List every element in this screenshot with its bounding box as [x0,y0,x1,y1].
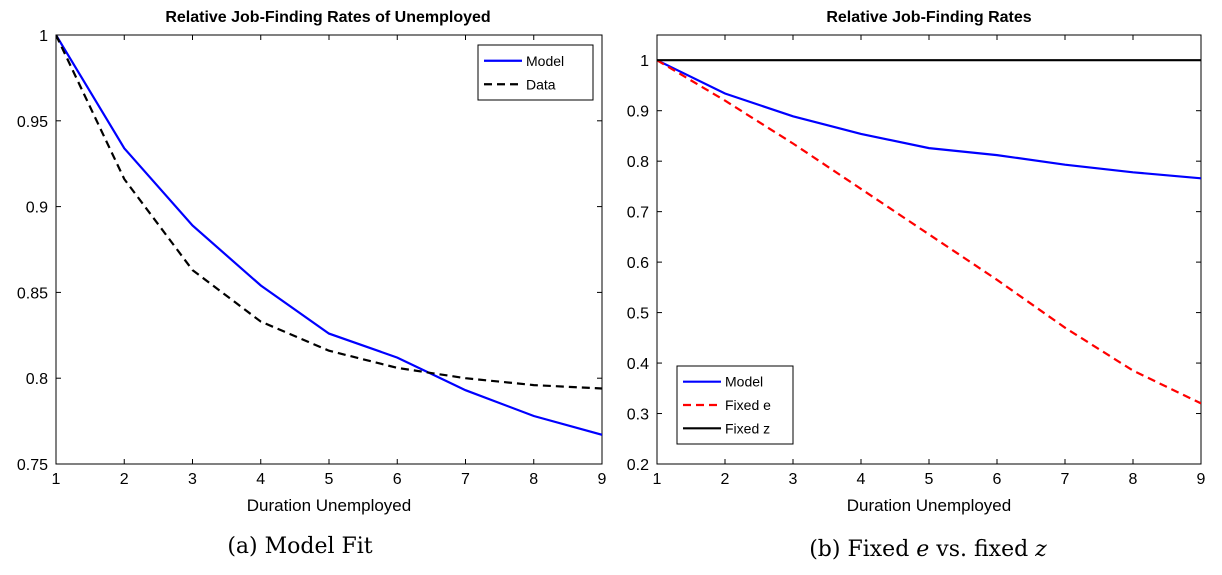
panel-a-xtick-label: 7 [461,471,470,488]
panel-b-xtick-label: 3 [789,471,798,488]
panel-a-ytick-label: 0.8 [26,371,48,388]
panel-b-ytick-label: 1 [640,53,649,70]
panel-a-ytick-label: 0.95 [17,114,48,131]
panel-b-ytick-label: 0.8 [627,154,649,171]
panel-a-ytick-label: 0.9 [26,200,48,217]
panel-b-xtick-label: 6 [993,471,1002,488]
panel-a-xlabel: Duration Unemployed [247,496,411,515]
panel-b-legend: Model Fixed e Fixed z [676,365,794,445]
panel-a-legend-label-model: Model [526,53,564,69]
panel-a-series-model [56,35,602,436]
panel-a-caption: (a) Model Fit [227,534,372,559]
panel-b-xtick-label: 9 [1197,471,1206,488]
panel-a-xtick-label: 9 [598,471,607,488]
panel-a-legend-label-data: Data [526,76,556,92]
panel-b-ytick-label: 0.2 [627,457,649,474]
caption-var-z: z [1034,537,1047,562]
panel-a-plot-area: 1 2 3 4 5 6 7 8 9 0.75 0.8 0.85 0.9 0.95 1 Model Data [17,28,607,488]
panel-b-ytick-label: 0.6 [627,255,649,272]
panel-a-xtick-label: 6 [393,471,402,488]
panel-a-xtick-label: 1 [52,471,61,488]
panel-b-legend-label-fixed-z: Fixed z [725,420,770,436]
panel-b-series-model [657,59,1201,180]
panel-a-xtick-label: 3 [188,471,197,488]
panel-b-caption: (b) Fixed e vs. fixed z [809,537,1047,562]
panel-a-xtick-label: 4 [256,471,265,488]
panel-b-xtick-label: 1 [653,471,662,488]
panel-a-xtick-label: 8 [529,471,538,488]
panel-a-series-data [56,35,602,390]
panel-b-xtick-label: 5 [925,471,934,488]
panel-b-ytick-label: 0.4 [627,356,649,373]
panel-b-series-fixed-e [657,59,1201,405]
panel-a-xtick-label: 5 [325,471,334,488]
panel-a-legend-box [477,44,594,101]
panel-a-ytick-label: 0.85 [17,285,48,302]
panel-a-ytick-label: 1 [39,28,48,45]
panel-b-fixed-e-vs-fixed-z: Relative Job-Finding Rates 1 2 3 4 5 6 7 8 9 0.2 0… [627,9,1206,562]
panel-b-title: Relative Job-Finding Rates [826,9,1031,26]
panel-b-legend-label-model: Model [725,374,763,390]
panel-b-xlabel: Duration Unemployed [847,496,1011,515]
caption-mid: vs. fixed [929,537,1035,562]
panel-b-legend-label-fixed-e: Fixed e [725,397,771,413]
panel-b-xtick-label: 8 [1129,471,1138,488]
panel-a-model-fit: Relative Job-Finding Rates of Unemployed… [17,9,607,559]
caption-var-e: e [916,537,929,562]
panel-a-ytick-label: 0.75 [17,457,48,474]
caption-prefix: (b) Fixed [809,537,916,562]
panel-b-xtick-label: 2 [721,471,730,488]
panel-a-title: Relative Job-Finding Rates of Unemployed [165,9,490,26]
panel-b-xtick-label: 4 [857,471,866,488]
panel-b-xtick-label: 7 [1061,471,1070,488]
panel-b-ytick-label: 0.9 [627,104,649,121]
panel-b-ytick-label: 0.7 [627,205,649,222]
panel-a-xtick-label: 2 [120,471,129,488]
panel-b-ytick-label: 0.3 [627,407,649,424]
panel-b-ytick-label: 0.5 [627,306,649,323]
panel-b-plot-area: 1 2 3 4 5 6 7 8 9 0.2 0.3 0.4 0.5 0.6 0.7 0.8 0.9 1 Model F… [627,34,1206,488]
panel-a-legend: Model Data [477,44,594,101]
